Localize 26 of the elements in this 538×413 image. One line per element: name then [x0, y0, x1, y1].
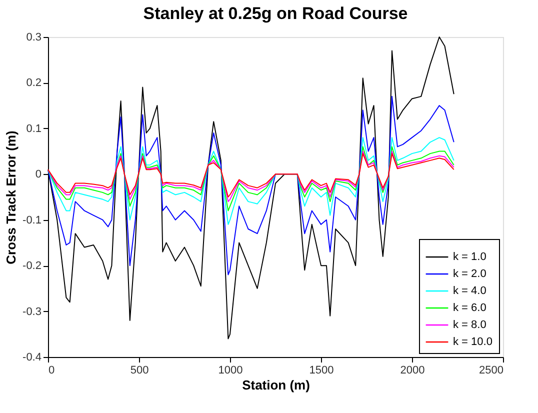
- y-tick-label: -0.3: [22, 306, 42, 318]
- x-tick-label: 0: [48, 364, 55, 376]
- legend-label: k = 10.0: [453, 336, 492, 348]
- line-series: [48, 146, 454, 212]
- y-tick-label: 0.1: [26, 122, 42, 135]
- legend-label: k = 1.0: [453, 251, 486, 263]
- legend-label: k = 8.0: [453, 319, 486, 331]
- chart-title: Stanley at 0.25g on Road Course: [143, 4, 408, 23]
- x-tick-label: 2000: [400, 364, 425, 376]
- x-tick-label: 1500: [309, 364, 334, 376]
- y-tick-label: 0.2: [26, 77, 42, 90]
- line-series: [48, 96, 454, 276]
- x-tick-label: 2500: [479, 364, 504, 376]
- y-tick-label: 0: [35, 168, 42, 181]
- x-axis-title: Station (m): [242, 378, 310, 392]
- y-axis-title: Cross Track Error (m): [4, 130, 19, 264]
- legend-label: k = 4.0: [453, 285, 486, 297]
- x-tick-label: 500: [130, 364, 149, 376]
- y-tick-label: -0.2: [22, 260, 42, 272]
- y-tick-label: -0.1: [22, 214, 42, 226]
- legend-label: k = 2.0: [453, 268, 486, 280]
- y-tick-label: -0.4: [22, 352, 42, 364]
- x-tick-label: 1000: [218, 364, 243, 376]
- y-tick-label: 0.3: [26, 32, 42, 44]
- legend-label: k = 6.0: [453, 302, 486, 314]
- line-series: [48, 137, 454, 225]
